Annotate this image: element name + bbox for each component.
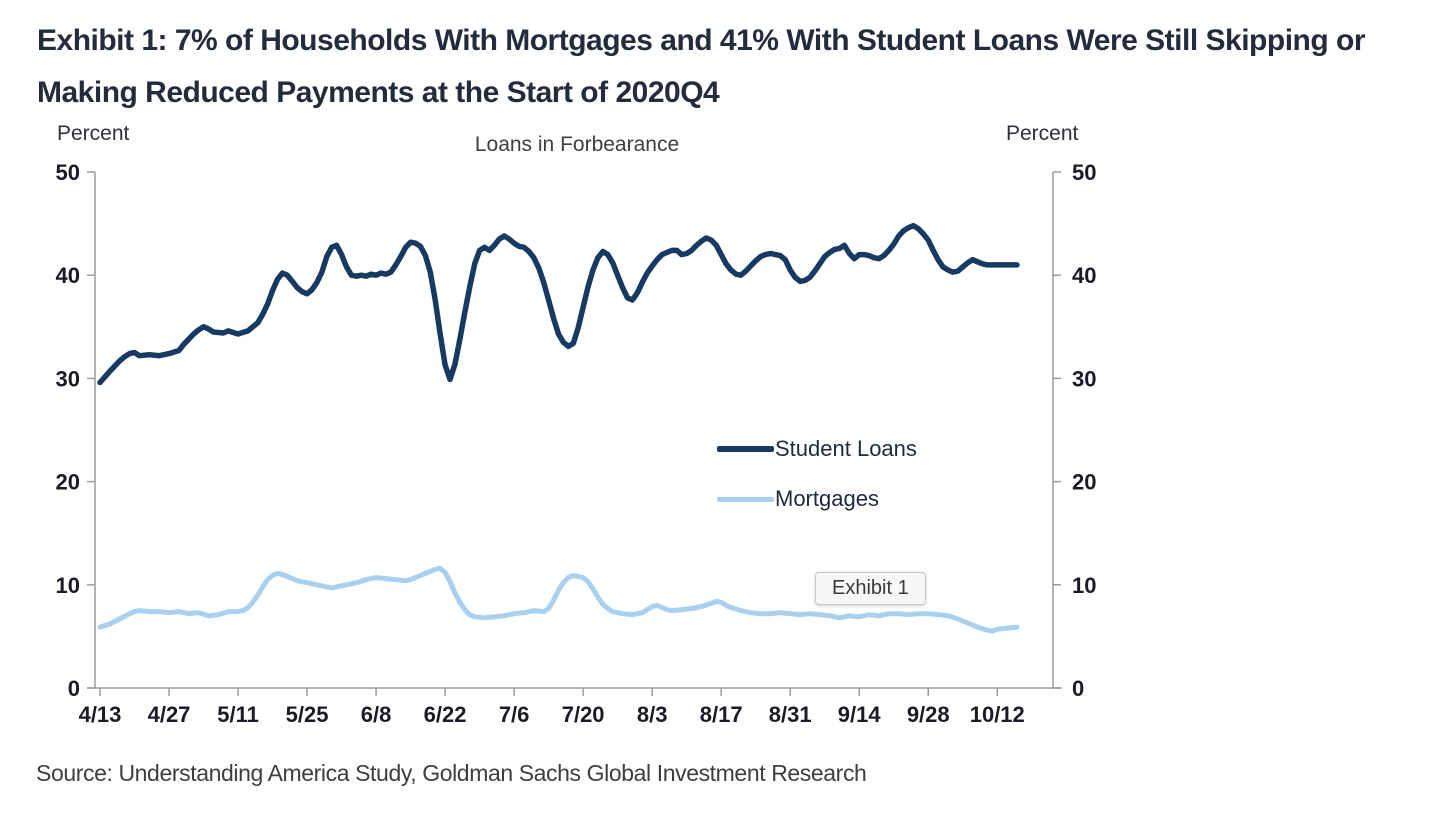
- y-tick-label-right: 40: [1072, 263, 1096, 288]
- x-tick-label: 5/11: [217, 702, 259, 727]
- axes: [87, 171, 1062, 696]
- y-tick-label-left: 40: [56, 263, 80, 288]
- x-tick-label: 9/28: [907, 702, 950, 727]
- exhibit-title: Exhibit 1: 7% of Households With Mortgag…: [37, 15, 1417, 119]
- x-tick-label: 7/20: [562, 702, 605, 727]
- x-tick-label: 10/12: [970, 702, 1025, 727]
- exhibit-title-line2: Making Reduced Payments at the Start of …: [37, 76, 720, 109]
- x-tick-label: 4/13: [79, 702, 122, 727]
- chart-title: Loans in Forbearance: [474, 133, 680, 156]
- x-tick-label: 8/31: [769, 702, 812, 727]
- right-axis-unit-label: Percent: [1006, 122, 1079, 145]
- x-tick-label: 8/17: [700, 702, 743, 727]
- legend-item-student-loans: Student Loans: [717, 436, 917, 461]
- x-tick-label: 6/22: [424, 702, 467, 727]
- exhibit-tooltip: Exhibit 1: [815, 572, 926, 605]
- source-note: Source: Understanding America Study, Gol…: [36, 760, 867, 786]
- y-tick-label-right: 20: [1072, 470, 1096, 495]
- x-tick-label: 5/25: [286, 702, 329, 727]
- x-tick-label: 6/8: [361, 702, 392, 727]
- y-tick-label-left: 30: [56, 366, 80, 391]
- student-loans-line-swatch: [717, 446, 774, 452]
- legend-label-mortgages: Mortgages: [775, 486, 879, 511]
- legend-item-mortgages: Mortgages: [717, 486, 917, 511]
- series-line-student-loans: [97, 222, 1020, 386]
- y-tick-label-left: 50: [56, 160, 80, 185]
- tick-labels: 0 0 10 10 20 20 30 30 40 40 50 50 4/13 4/27 5/11 5/25 6/…: [56, 160, 1097, 727]
- exhibit-title-line1: Exhibit 1: 7% of Households With Mortgag…: [37, 24, 1366, 57]
- chart-legend: Student Loans Mortgages: [717, 436, 917, 511]
- left-axis-unit-label: Percent: [57, 122, 130, 145]
- y-tick-label-left: 10: [56, 573, 80, 598]
- y-tick-label-right: 10: [1072, 573, 1096, 598]
- y-tick-label-left: 0: [68, 676, 80, 701]
- y-tick-label-right: 30: [1072, 366, 1096, 391]
- series-line-mortgages: [97, 565, 1020, 634]
- y-tick-label-left: 20: [56, 470, 80, 495]
- x-tick-label: 4/27: [148, 702, 191, 727]
- legend-label-student-loans: Student Loans: [775, 436, 917, 461]
- mortgages-line-swatch: [717, 496, 774, 502]
- x-tick-label: 8/3: [637, 702, 668, 727]
- x-tick-label: 9/14: [838, 702, 882, 727]
- x-tick-label: 7/6: [499, 702, 530, 727]
- y-tick-label-right: 0: [1072, 676, 1084, 701]
- y-tick-label-right: 50: [1072, 160, 1096, 185]
